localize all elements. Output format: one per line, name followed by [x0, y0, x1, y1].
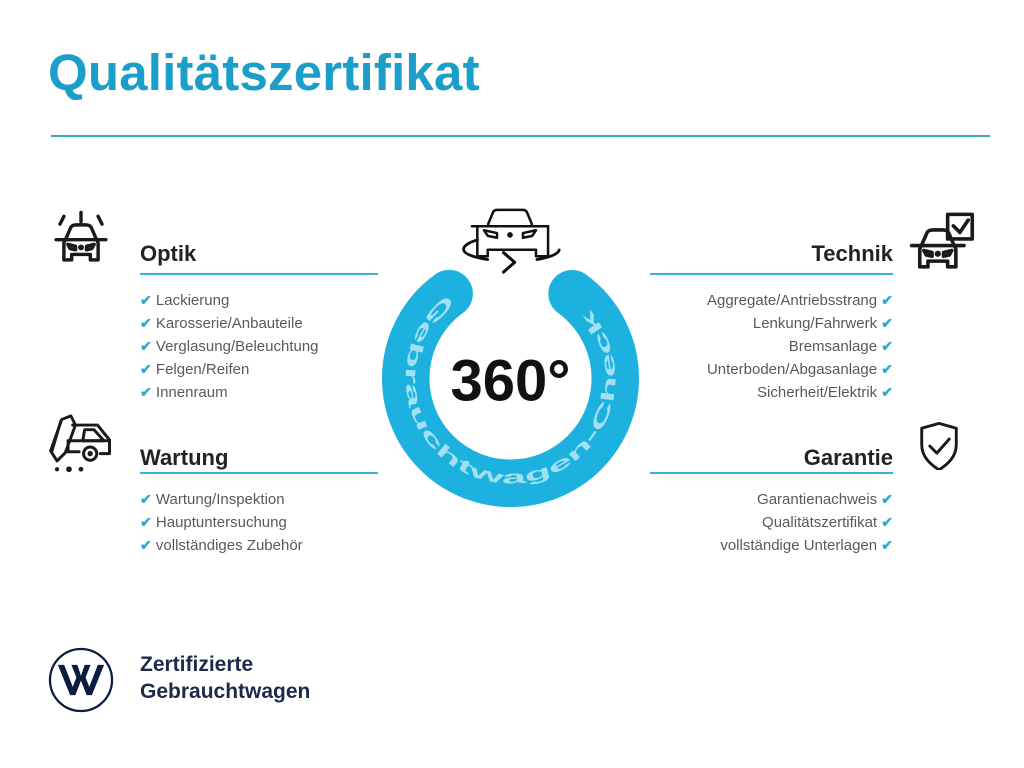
- svg-text:360°: 360°: [451, 349, 571, 414]
